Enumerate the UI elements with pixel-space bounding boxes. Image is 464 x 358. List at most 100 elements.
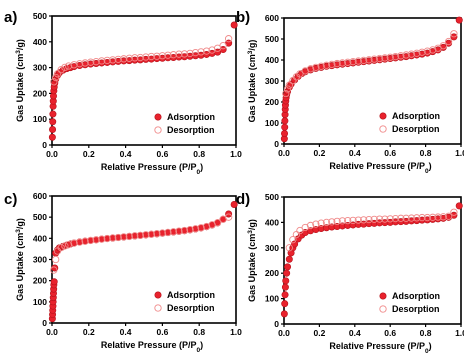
legend-marker-desorption xyxy=(154,126,162,134)
data-point-adsorption xyxy=(281,291,289,299)
data-point-desorption xyxy=(224,35,233,43)
y-tick-label: 300 xyxy=(33,255,47,265)
data-point-desorption xyxy=(338,59,347,67)
y-tick-label: 100 xyxy=(33,114,47,124)
x-axis-title: Relative Pressure (P/P0) xyxy=(329,341,431,355)
data-point-desorption xyxy=(306,65,315,73)
series-adsorption xyxy=(280,16,463,143)
data-point-desorption xyxy=(191,225,200,233)
data-point-adsorption xyxy=(455,202,463,210)
data-point-desorption xyxy=(202,47,211,55)
series-desorption xyxy=(282,30,458,98)
y-tick-label: 0 xyxy=(274,319,279,329)
x-tick-label: 0.4 xyxy=(120,327,132,337)
data-point-desorption xyxy=(354,216,362,224)
data-point-desorption xyxy=(429,213,437,221)
data-point-desorption xyxy=(169,228,178,236)
legend-marker-adsorption xyxy=(379,112,387,120)
legend-label-adsorption: Adsorption xyxy=(167,290,215,300)
data-point-desorption xyxy=(131,232,139,240)
data-point-desorption xyxy=(61,63,69,71)
data-point-desorption xyxy=(402,214,410,222)
data-point-desorption xyxy=(344,58,352,66)
data-point-desorption xyxy=(349,58,357,66)
x-tick-label: 0.6 xyxy=(384,328,396,338)
data-point-desorption xyxy=(120,233,128,241)
data-point-desorption xyxy=(120,55,128,63)
data-point-desorption xyxy=(285,81,293,89)
chart-panel-4: d) 0 100 200 300 400 500 0.0 0.2 0.4 0.6 0.8 1.0 Rela… xyxy=(236,191,464,355)
data-point-desorption xyxy=(53,70,62,78)
y-tick-label: 200 xyxy=(33,276,47,286)
data-point-desorption xyxy=(444,37,453,46)
legend-marker-adsorption xyxy=(154,291,162,299)
data-point-desorption xyxy=(391,214,400,223)
data-point-adsorption xyxy=(280,310,288,318)
data-point-adsorption xyxy=(48,133,56,141)
x-tick-label: 0.2 xyxy=(313,328,325,338)
panel-letter: d) xyxy=(236,191,250,208)
y-tick-label: 300 xyxy=(265,76,279,86)
y-tick-label: 100 xyxy=(33,297,47,307)
data-point-desorption xyxy=(370,215,378,224)
data-point-desorption xyxy=(164,228,172,237)
data-point-desorption xyxy=(153,230,161,238)
y-axis-superscript: 3 xyxy=(247,230,254,234)
data-point-desorption xyxy=(423,213,432,222)
data-point-adsorption xyxy=(49,110,57,118)
data-point-adsorption xyxy=(281,117,289,125)
chart-panel-1: a) 0 100 200 300 400 500 0.0 0.2 0.4 0.6 0.8 1.0 Rela… xyxy=(4,9,242,176)
data-point-desorption xyxy=(50,266,58,274)
data-point-desorption xyxy=(407,214,416,222)
data-point-desorption xyxy=(86,58,95,66)
x-tick-label: 0.2 xyxy=(313,148,325,158)
data-point-desorption xyxy=(322,218,331,227)
y-tick-label: 400 xyxy=(33,37,47,47)
y-tick-label: 600 xyxy=(33,191,47,201)
x-tick-label: 1.0 xyxy=(455,148,464,158)
data-point-desorption xyxy=(52,73,60,82)
data-point-desorption xyxy=(391,52,400,61)
data-point-desorption xyxy=(180,50,189,58)
data-point-desorption xyxy=(169,51,178,59)
data-point-desorption xyxy=(439,42,447,50)
data-point-desorption xyxy=(354,57,362,65)
data-point-desorption xyxy=(333,59,341,68)
chart-panel-3: c) 0 100 200 300 400 500 600 0.0 0.2 0.4 0.6 0.8 1.0 R… xyxy=(4,191,242,354)
x-tick-label: 0.8 xyxy=(420,328,432,338)
data-point-desorption xyxy=(429,46,437,54)
data-point-desorption xyxy=(306,221,315,230)
data-point-desorption xyxy=(285,244,293,252)
y-axis-title: Gas Uptake (cm3/g) xyxy=(15,39,26,122)
data-point-desorption xyxy=(296,226,304,235)
data-point-adsorption xyxy=(281,300,289,308)
data-point-adsorption xyxy=(284,263,292,271)
plot-frame xyxy=(51,15,237,146)
data-point-desorption xyxy=(381,54,389,62)
panel-letter: b) xyxy=(236,9,250,26)
x-tick-label: 0.0 xyxy=(278,328,290,338)
x-tick-label: 1.0 xyxy=(230,149,242,159)
data-point-desorption xyxy=(142,231,150,239)
data-point-adsorption xyxy=(282,277,290,285)
legend: Adsorption Desorption xyxy=(154,112,215,135)
data-point-desorption xyxy=(312,63,320,72)
data-point-desorption xyxy=(397,214,405,222)
y-tick-label: 500 xyxy=(33,11,47,21)
y-axis-title: Gas Uptake (cm3/g) xyxy=(247,219,258,302)
data-point-desorption xyxy=(402,51,410,59)
data-point-desorption xyxy=(365,215,373,224)
legend-marker-desorption xyxy=(379,125,387,133)
data-point-desorption xyxy=(109,56,117,64)
data-point-desorption xyxy=(142,53,150,61)
series-desorption xyxy=(50,213,233,274)
legend: Adsorption Desorption xyxy=(154,290,215,313)
x-tick-label: 0.0 xyxy=(46,149,58,159)
data-point-adsorption xyxy=(283,269,291,277)
data-point-desorption xyxy=(365,56,373,64)
data-point-desorption xyxy=(386,215,394,223)
data-point-desorption xyxy=(175,227,183,235)
data-point-desorption xyxy=(64,241,73,249)
y-tick-label: 100 xyxy=(265,294,279,304)
data-point-desorption xyxy=(109,234,117,242)
